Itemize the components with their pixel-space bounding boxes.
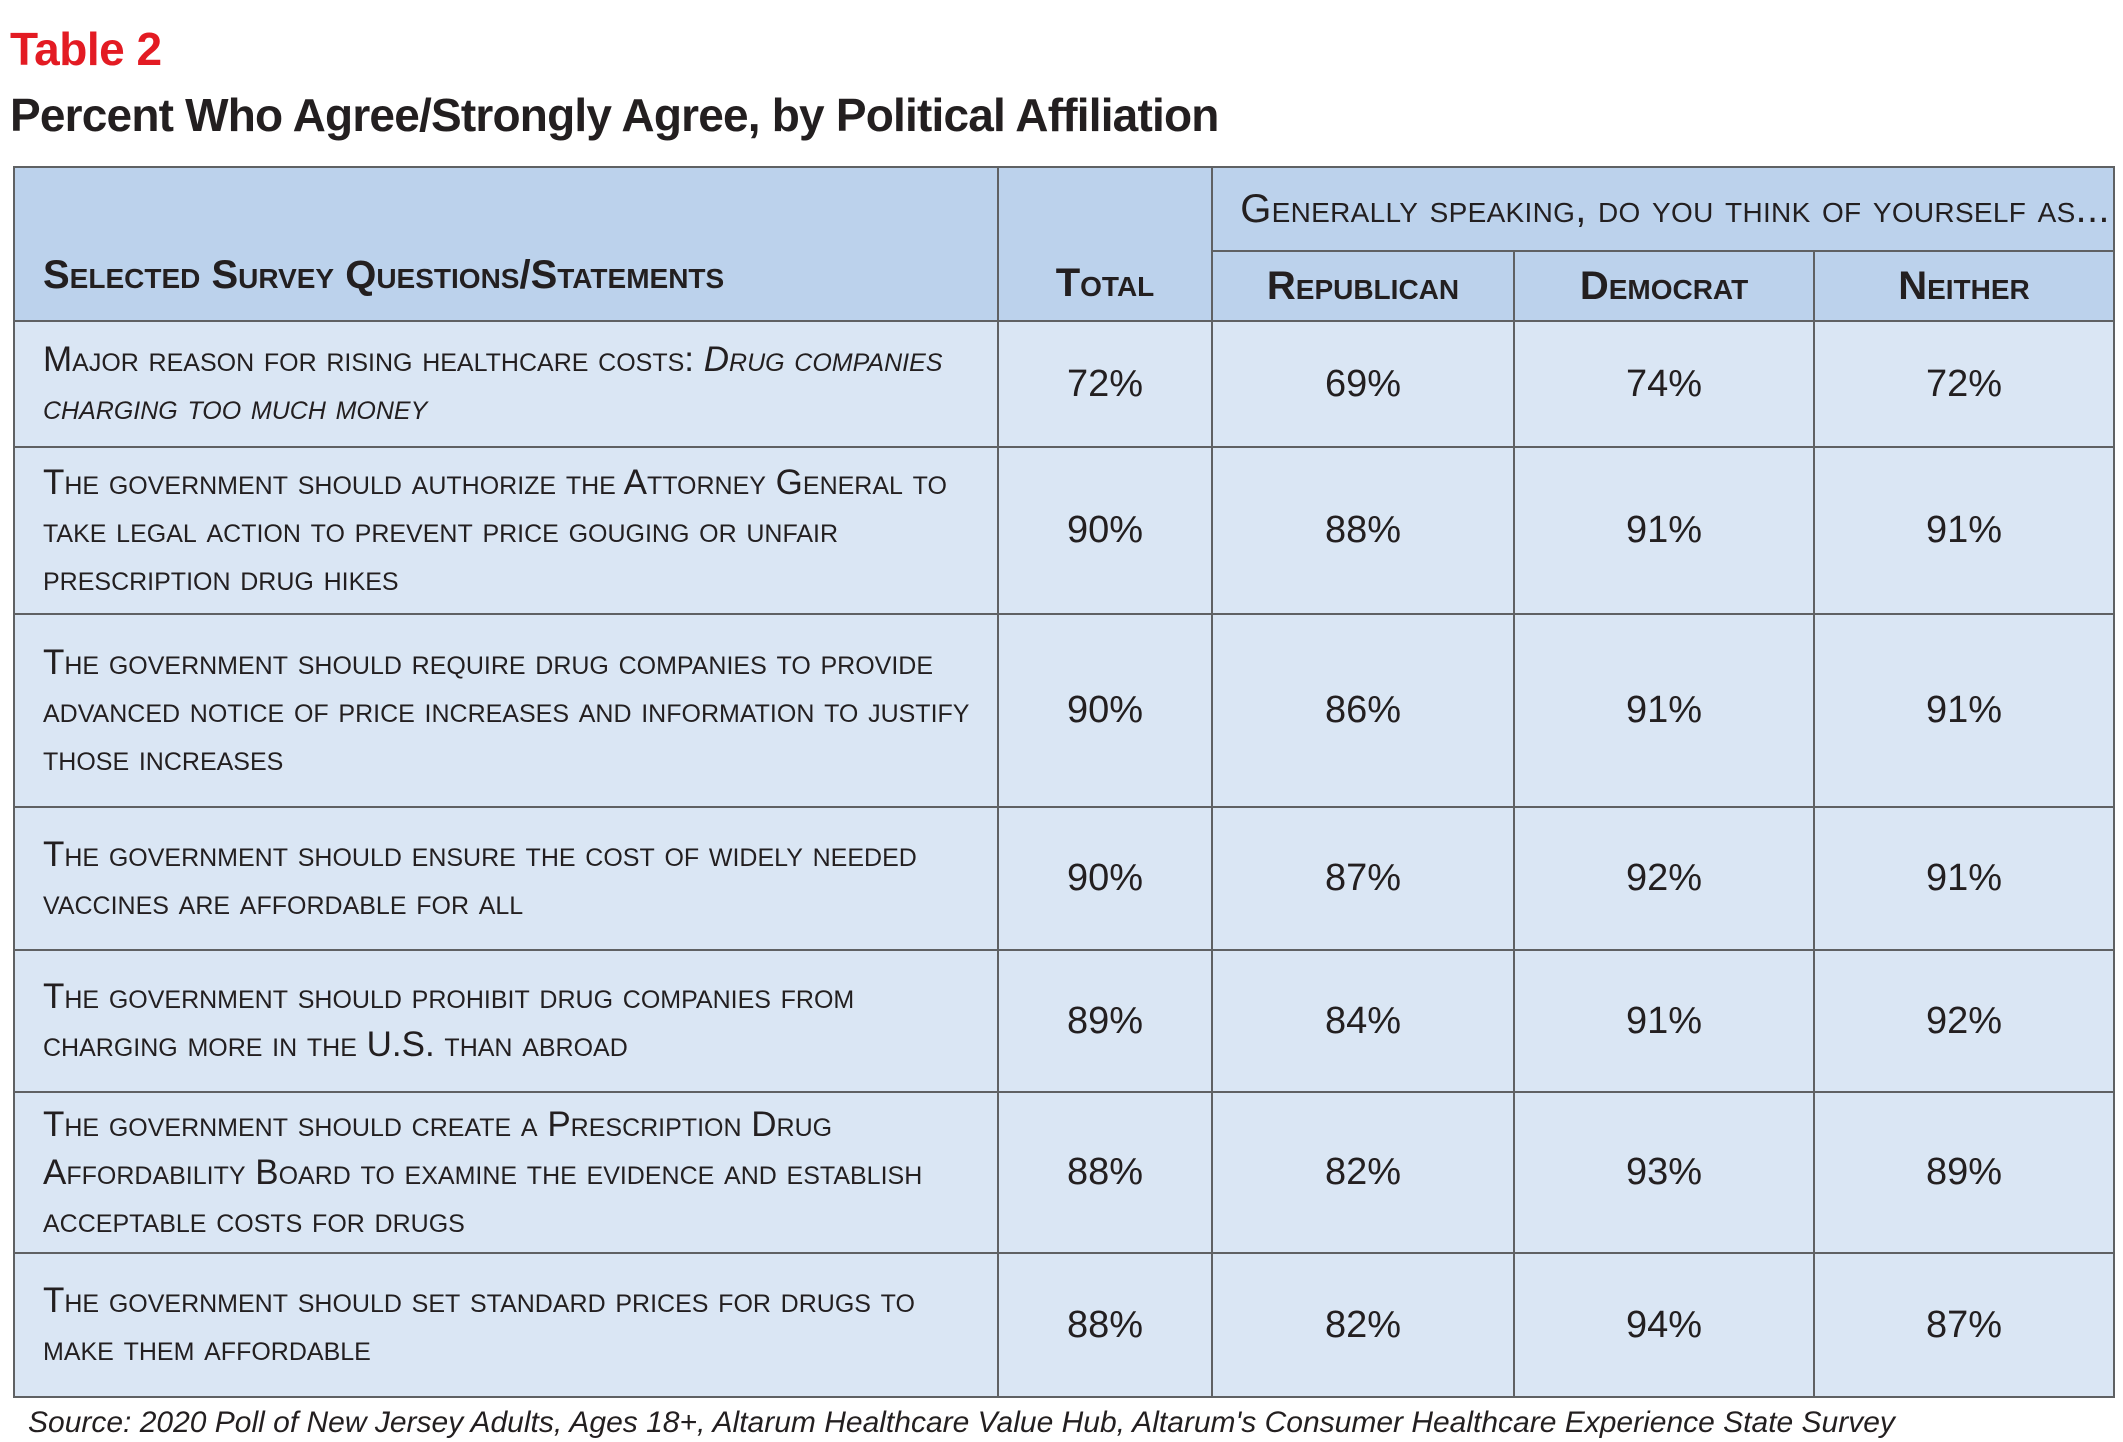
cell-total: 90%	[997, 806, 1213, 951]
row-question: The government should authorize the Atto…	[13, 446, 999, 615]
header-neither: Neither	[1812, 250, 2116, 322]
row-question: The government should require drug compa…	[13, 613, 999, 808]
question-text: The government should set standard price…	[43, 1281, 915, 1368]
row-question: The government should create a Prescript…	[13, 1091, 999, 1254]
question-text: Major reason for rising healthcare costs…	[43, 340, 704, 379]
table-label: Table 2	[10, 23, 162, 75]
cell-neither: 89%	[1812, 1091, 2116, 1254]
cell-total: 72%	[997, 320, 1213, 448]
cell-total: 90%	[997, 613, 1213, 808]
header-democrat: Democrat	[1513, 250, 1815, 322]
survey-table: Selected Survey Questions/Statements Tot…	[13, 166, 2116, 1398]
cell-democrat: 92%	[1513, 806, 1815, 951]
cell-democrat: 74%	[1513, 320, 1815, 448]
cell-neither: 91%	[1812, 446, 2116, 615]
cell-neither: 91%	[1812, 806, 2116, 951]
table-row: The government should create a Prescript…	[13, 1091, 2116, 1254]
cell-republican: 82%	[1211, 1091, 1515, 1254]
table-row: The government should authorize the Atto…	[13, 446, 2116, 615]
cell-total: 89%	[997, 949, 1213, 1093]
question-text: The government should prohibit drug comp…	[43, 977, 855, 1064]
cell-total: 88%	[997, 1091, 1213, 1254]
header-total-col: Total	[997, 166, 1213, 322]
table-title: Percent Who Agree/Strongly Agree, by Pol…	[10, 89, 1219, 141]
question-emphasis: Drug companies charging too much money	[43, 340, 943, 427]
cell-neither: 91%	[1812, 613, 2116, 808]
header-question-col: Selected Survey Questions/Statements	[13, 166, 999, 322]
row-question: The government should ensure the cost of…	[13, 806, 999, 951]
cell-republican: 88%	[1211, 446, 1515, 615]
cell-democrat: 94%	[1513, 1252, 1815, 1398]
table-row: The government should prohibit drug comp…	[13, 949, 2116, 1093]
question-text: The government should require drug compa…	[43, 642, 970, 778]
cell-total: 88%	[997, 1252, 1213, 1398]
cell-democrat: 91%	[1513, 613, 1815, 808]
cell-republican: 87%	[1211, 806, 1515, 951]
cell-total: 90%	[997, 446, 1213, 615]
header-republican: Republican	[1211, 250, 1515, 322]
cell-republican: 69%	[1211, 320, 1515, 448]
row-question: The government should set standard price…	[13, 1252, 999, 1398]
header-group-label: Generally speaking, do you think of your…	[1210, 166, 2116, 252]
table-row: The government should ensure the cost of…	[13, 806, 2116, 951]
cell-democrat: 93%	[1513, 1091, 1815, 1254]
cell-democrat: 91%	[1513, 949, 1815, 1093]
row-question: The government should prohibit drug comp…	[13, 949, 999, 1093]
cell-democrat: 91%	[1513, 446, 1815, 615]
cell-neither: 72%	[1812, 320, 2116, 448]
source-note: Source: 2020 Poll of New Jersey Adults, …	[28, 1406, 1895, 1439]
table-row: The government should set standard price…	[13, 1252, 2116, 1398]
question-text: The government should authorize the Atto…	[43, 462, 947, 598]
cell-republican: 86%	[1211, 613, 1515, 808]
row-question: Major reason for rising healthcare costs…	[13, 320, 999, 448]
cell-neither: 92%	[1812, 949, 2116, 1093]
question-text: The government should ensure the cost of…	[43, 834, 917, 922]
question-text: The government should create a Prescript…	[43, 1104, 923, 1240]
table-row: The government should require drug compa…	[13, 613, 2116, 808]
cell-republican: 82%	[1211, 1252, 1515, 1398]
cell-republican: 84%	[1211, 949, 1515, 1093]
cell-neither: 87%	[1812, 1252, 2116, 1398]
table-row: Major reason for rising healthcare costs…	[13, 320, 2116, 448]
